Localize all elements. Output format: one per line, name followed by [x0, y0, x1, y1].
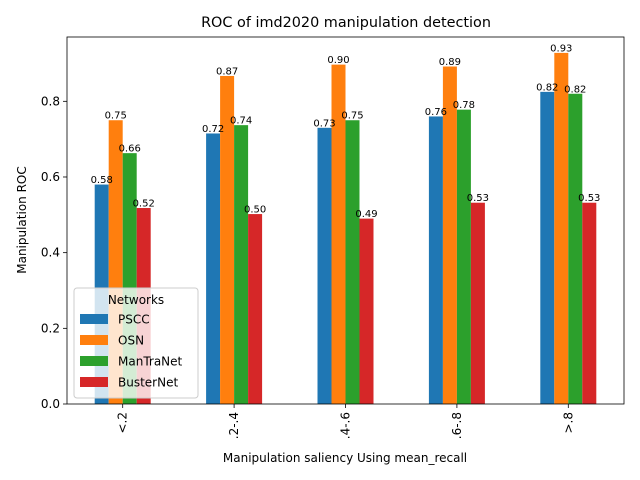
- y-tick-label: 0.0: [41, 397, 60, 411]
- bar-value-label: 0.72: [202, 124, 224, 135]
- bar-value-label: 0.49: [355, 209, 377, 220]
- bar-osn-2: [331, 64, 346, 404]
- bar-value-label: 0.82: [564, 84, 586, 95]
- legend-label: BusterNet: [118, 376, 178, 390]
- bar-value-label: 0.53: [578, 193, 600, 204]
- legend-swatch-mantranet: [80, 356, 108, 366]
- x-axis-label: Manipulation saliency Using mean_recall: [223, 451, 467, 465]
- bar-pscc-3: [428, 116, 443, 404]
- bar-value-label: 0.90: [327, 55, 349, 66]
- bar-pscc-1: [206, 133, 221, 405]
- legend: Networks PSCC OSN ManTraNet BusterNet: [73, 287, 199, 399]
- y-tick-label: 0.2: [41, 321, 60, 335]
- legend-title: Networks: [108, 293, 164, 307]
- bar-osn-3: [442, 66, 457, 404]
- bar-mantranet-4: [568, 93, 583, 405]
- bar-busternet-3: [470, 202, 485, 404]
- plot-frame: [66, 36, 625, 405]
- x-tick-label: .2-.4: [227, 412, 241, 439]
- bar-value-label: 0.53: [467, 193, 489, 204]
- legend-label: PSCC: [118, 313, 150, 327]
- legend-swatch-busternet: [80, 377, 108, 387]
- bar-busternet-2: [359, 218, 374, 404]
- bar-mantranet-2: [345, 120, 360, 404]
- y-tick-label: 0.4: [41, 246, 60, 260]
- bar-pscc-4: [540, 91, 555, 404]
- x-tick-label: <.2: [116, 412, 130, 434]
- value-labels-layer: 0.58 0.75 0.66 0.52 0.72 0.87 0.74 0.50 0.73 0.90…: [91, 43, 601, 220]
- y-tick-label: 0.6: [41, 170, 60, 184]
- bar-value-label: 0.78: [453, 100, 475, 111]
- bar-value-label: 0.82: [536, 82, 558, 93]
- bar-osn-1: [220, 75, 235, 405]
- bar-value-label: 0.76: [425, 107, 447, 118]
- bar-value-label: 0.66: [119, 144, 141, 155]
- bar-value-label: 0.93: [550, 43, 572, 54]
- x-tick-label: .6-.8: [450, 412, 464, 439]
- bar-value-label: 0.89: [439, 57, 461, 68]
- bar-value-label: 0.73: [313, 118, 335, 129]
- legend-label: ManTraNet: [118, 355, 183, 369]
- x-tick-label: .4-.6: [339, 412, 353, 439]
- legend-swatch-pscc: [80, 314, 108, 324]
- y-tick-label: 0.8: [41, 94, 60, 108]
- chart-title: ROC of imd2020 manipulation detection: [201, 15, 491, 31]
- bar-value-label: 0.75: [105, 111, 127, 122]
- legend-swatch-osn: [80, 335, 108, 345]
- bar-value-label: 0.58: [91, 175, 113, 186]
- bar-value-label: 0.74: [230, 116, 252, 127]
- bar-value-label: 0.87: [216, 66, 238, 77]
- bar-busternet-1: [248, 214, 263, 404]
- bar-value-label: 0.52: [133, 199, 155, 210]
- bar-osn-4: [554, 52, 569, 405]
- legend-label: OSN: [118, 334, 144, 348]
- bar-busternet-4: [582, 202, 597, 404]
- ticks-layer: <.2 .2-.4 .4-.6 .6-.8 >.8 0.0 0.2 0.4 0.6 0.8: [41, 94, 575, 439]
- bar-mantranet-1: [234, 125, 249, 404]
- bar-mantranet-3: [456, 109, 471, 404]
- bar-pscc-2: [317, 127, 332, 404]
- y-axis-label: Manipulation ROC: [15, 166, 29, 274]
- bar-value-label: 0.75: [341, 111, 363, 122]
- bar-value-label: 0.50: [244, 205, 266, 216]
- x-tick-label: >.8: [561, 412, 575, 434]
